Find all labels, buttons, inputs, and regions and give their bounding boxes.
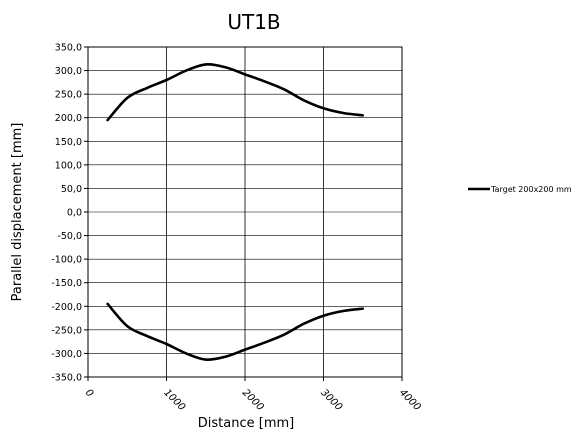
x-tick-label: 2000 — [240, 387, 266, 413]
y-tick-label: -300,0 — [51, 349, 82, 360]
legend-label: Target 200x200 mm — [490, 185, 572, 194]
y-tick-label: -100,0 — [51, 255, 82, 266]
y-tick-label: 350,0 — [55, 43, 82, 54]
series-line-lower — [106, 302, 365, 361]
y-tick-label: 50,0 — [61, 184, 82, 195]
legend: Target 200x200 mm — [468, 185, 572, 194]
y-tick-label: 200,0 — [55, 113, 82, 124]
y-tick-label: -50,0 — [57, 231, 82, 242]
y-axis-label: Parallel displacement [mm] — [10, 123, 25, 302]
y-axis-ticks: 350,0 300,0 250,0 200,0 150,0 100,0 50,0 0,0 -50… — [51, 43, 88, 384]
x-tick-label: 1000 — [161, 387, 187, 413]
y-tick-label: 150,0 — [55, 137, 82, 148]
y-tick-label: 0,0 — [67, 208, 82, 219]
x-tick-label: 0 — [83, 387, 95, 399]
x-tick-label: 4000 — [397, 387, 423, 413]
x-tick-label: 3000 — [318, 387, 344, 413]
y-tick-label: -350,0 — [51, 373, 82, 384]
y-tick-label: -200,0 — [51, 302, 82, 313]
series-line-upper — [106, 63, 365, 122]
y-tick-label: 100,0 — [55, 160, 82, 171]
y-tick-label: -150,0 — [51, 278, 82, 289]
y-tick-label: 250,0 — [55, 90, 82, 101]
x-axis-label: Distance [mm] — [198, 416, 294, 431]
chart-title: UT1B — [227, 10, 280, 34]
y-tick-label: -250,0 — [51, 325, 82, 336]
grid — [87, 46, 403, 378]
x-axis-ticks: 0 1000 2000 3000 4000 — [83, 377, 423, 413]
y-tick-label: 300,0 — [55, 66, 82, 77]
series-group — [106, 63, 365, 361]
